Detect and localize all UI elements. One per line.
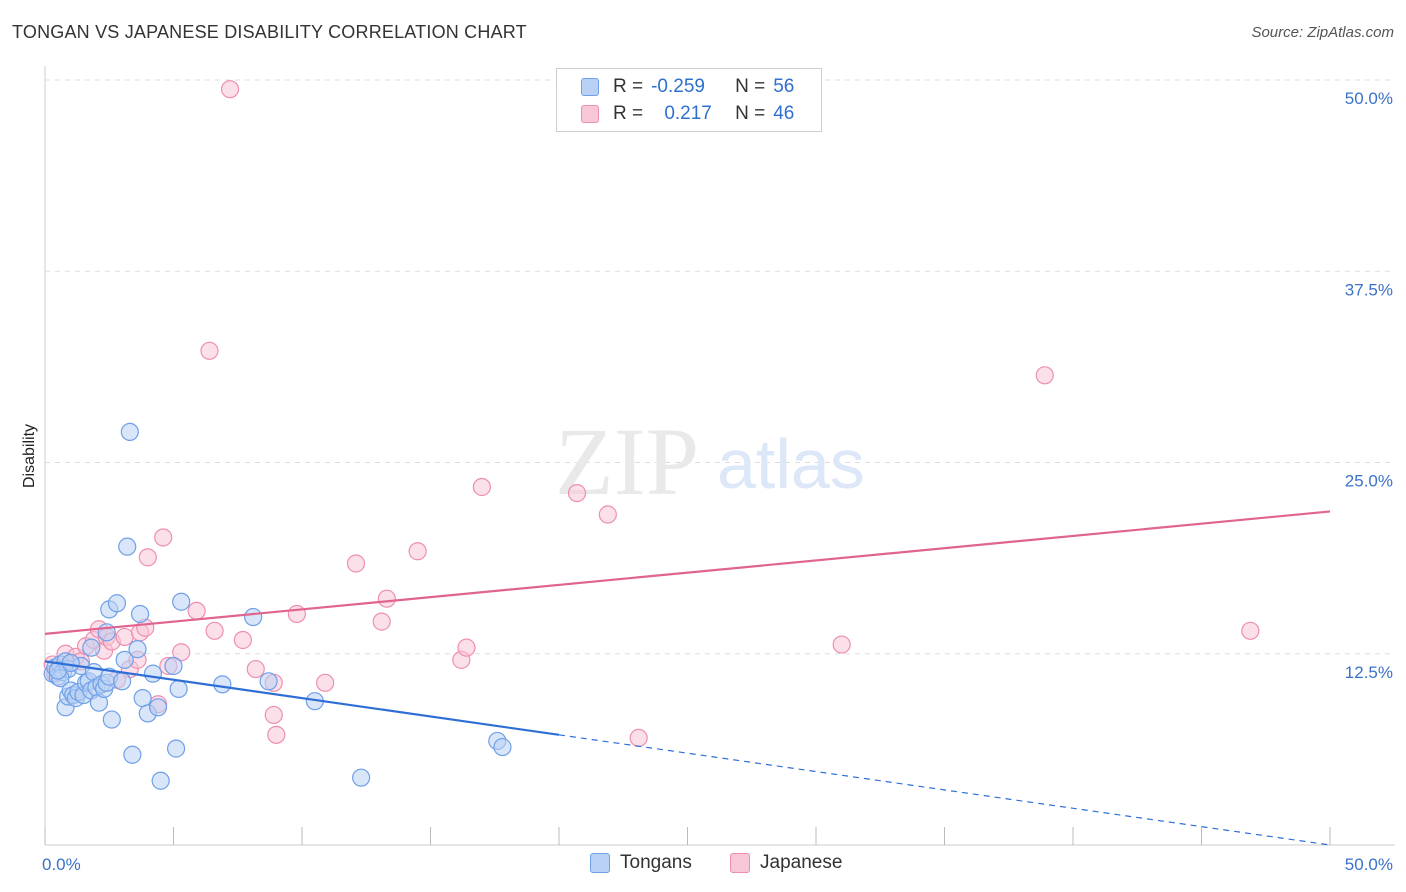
data-point-tongans	[123, 745, 142, 764]
grid-layer	[45, 79, 1395, 655]
chart-title: TONGAN VS JAPANESE DISABILITY CORRELATIO…	[12, 22, 527, 42]
data-point-tongans	[112, 672, 132, 691]
data-point-japanese	[1035, 366, 1054, 385]
y-tick-label: 50.0%	[1345, 89, 1393, 108]
data-point-japanese	[346, 554, 366, 573]
data-point-tongans	[102, 710, 121, 729]
series-legend-label-japanese: Japanese	[760, 852, 843, 873]
y-tick-label: 12.5%	[1345, 663, 1393, 682]
data-point-japanese	[115, 627, 134, 647]
data-point-japanese	[408, 542, 427, 561]
series-legend-swatch-japanese	[730, 853, 750, 873]
legend-swatch-japanese	[581, 105, 599, 123]
data-point-japanese	[832, 635, 851, 654]
watermark: ZIP atlas	[555, 408, 865, 515]
legend-n-label: N =	[735, 76, 766, 97]
legend-r-value: 0.217	[664, 103, 712, 124]
data-point-tongans	[61, 653, 80, 673]
data-point-japanese	[287, 604, 306, 624]
data-point-japanese	[220, 80, 240, 99]
data-point-tongans	[213, 675, 232, 694]
legend-row-japanese: R = 0.217 N = 46	[581, 102, 794, 126]
data-point-tongans	[164, 656, 183, 676]
watermark-atlas: atlas	[717, 425, 865, 503]
legend-r-label: R =	[613, 103, 644, 124]
y-tick-label: 25.0%	[1345, 472, 1393, 491]
trend-layer	[44, 510, 1331, 846]
data-point-tongans	[133, 689, 152, 708]
data-point-tongans	[172, 592, 191, 611]
data-point-japanese	[233, 630, 252, 650]
legend-n-value: 46	[773, 103, 795, 124]
legend-r-label: R =	[613, 76, 644, 97]
data-point-japanese	[172, 643, 191, 662]
legend-swatch-tongans	[581, 78, 599, 96]
data-point-japanese	[1241, 621, 1260, 640]
data-point-tongans	[120, 422, 139, 441]
data-point-japanese	[567, 484, 587, 503]
data-point-tongans	[107, 594, 127, 613]
legend-row-tongans: R = -0.259 N = 56	[581, 75, 794, 99]
data-point-japanese	[267, 725, 286, 744]
stats-legend: R = -0.259 N = 56 R = 0.217 N = 46	[556, 68, 822, 132]
data-point-japanese	[472, 477, 491, 497]
tick-label-layer: 12.5% 25.0% 37.5% 50.0% 0.0% 50.0%	[42, 89, 1393, 874]
legend-n-label: N =	[735, 103, 766, 124]
data-point-tongans	[82, 638, 101, 657]
legend-n-value: 56	[773, 76, 795, 97]
data-point-tongans	[143, 664, 163, 683]
data-point-japanese	[598, 505, 617, 524]
data-point-tongans	[128, 640, 147, 659]
data-point-tongans	[118, 537, 137, 556]
data-point-japanese	[154, 528, 173, 547]
data-point-japanese	[138, 548, 157, 567]
trendline-tongans	[44, 660, 560, 736]
data-point-japanese	[200, 341, 219, 360]
data-point-japanese	[264, 705, 283, 725]
x-tick-label: 0.0%	[42, 855, 81, 874]
data-point-tongans	[115, 650, 134, 669]
data-point-japanese	[629, 728, 648, 748]
data-point-tongans	[130, 604, 150, 624]
series-legend-label-tongans: Tongans	[620, 852, 692, 873]
data-point-tongans	[169, 679, 188, 699]
trendline-japanese	[44, 510, 1331, 635]
data-point-japanese	[316, 673, 335, 692]
series-legend-japanese[interactable]: Japanese	[730, 850, 842, 876]
data-point-japanese	[377, 589, 396, 608]
series-legend-tongans[interactable]: Tongans	[590, 850, 692, 876]
legend-r-value: -0.259	[651, 76, 705, 97]
data-point-tongans	[148, 698, 168, 717]
data-point-tongans	[259, 672, 278, 691]
data-point-tongans	[352, 768, 371, 787]
y-tick-label: 37.5%	[1345, 280, 1393, 299]
x-tick-label: 50.0%	[1345, 855, 1393, 874]
data-point-tongans	[151, 771, 170, 790]
trendline-tongans-extrapolated	[558, 734, 1331, 846]
data-point-tongans	[166, 739, 186, 758]
axes-layer	[44, 66, 1395, 846]
y-axis-label: Disability	[21, 424, 38, 488]
data-point-japanese	[205, 621, 224, 640]
series-legend-swatch-tongans	[590, 853, 610, 873]
data-point-japanese	[246, 659, 265, 679]
chart-source: Source: ZipAtlas.com	[1251, 24, 1394, 41]
data-point-japanese	[372, 612, 391, 631]
data-point-japanese	[187, 601, 206, 621]
data-point-tongans	[244, 607, 263, 627]
data-point-tongans	[493, 737, 512, 757]
data-point-japanese	[457, 638, 476, 657]
